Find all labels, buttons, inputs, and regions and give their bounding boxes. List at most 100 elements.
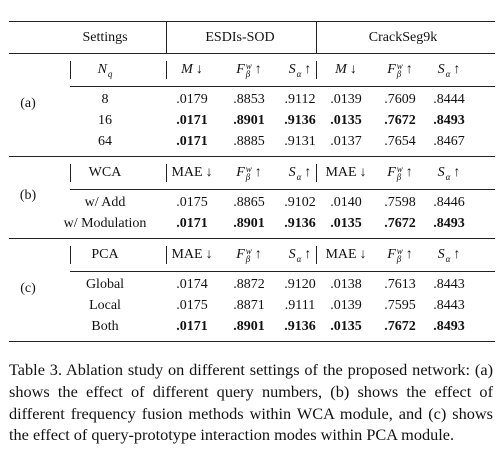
- script: α: [297, 165, 302, 181]
- symbol: MAE: [325, 165, 357, 180]
- script: α: [446, 165, 451, 181]
- symbol: M: [335, 62, 347, 77]
- rule: [9, 53, 495, 54]
- cell-value: .9136: [284, 113, 316, 128]
- symbol: F: [387, 165, 396, 181]
- arrow: ↑: [254, 165, 262, 181]
- symbol: S: [437, 62, 445, 78]
- row-setting: Local: [89, 298, 121, 313]
- cell-value: .8901: [233, 113, 265, 128]
- script: α: [297, 247, 302, 263]
- row-setting: Both: [91, 319, 119, 334]
- column-divider: [316, 164, 317, 182]
- symbol: MAE: [171, 165, 203, 180]
- metric-header: MAE ↓: [171, 247, 212, 263]
- rule: [70, 86, 495, 87]
- arrow: ↑: [405, 62, 413, 78]
- symbol: F: [387, 247, 396, 263]
- column-divider: [166, 21, 167, 53]
- subscript: q: [107, 68, 113, 79]
- column-divider: [316, 246, 317, 264]
- cell-value: .0179: [176, 92, 208, 107]
- arrow: ↓: [205, 165, 213, 180]
- cell-value: .8443: [433, 298, 465, 313]
- column-divider: [70, 61, 71, 79]
- arrow: ↑: [304, 62, 312, 78]
- cell-value: .0175: [176, 195, 208, 210]
- subscript: β: [245, 253, 251, 264]
- rule: [9, 21, 495, 23]
- script: α: [446, 62, 451, 78]
- arrow: ↓: [349, 62, 357, 77]
- metric-header: M ↓: [335, 62, 357, 78]
- subscript: β: [396, 68, 402, 79]
- subscript: α: [445, 68, 451, 79]
- rule: [9, 156, 495, 157]
- metric-header: M ↓: [181, 62, 203, 78]
- subscript: α: [296, 171, 302, 182]
- cell-value: .8865: [233, 195, 265, 210]
- cell-value: .9111: [284, 298, 316, 313]
- group-header: ESDIs-SOD: [205, 30, 275, 45]
- cell-value: .8885: [233, 134, 265, 149]
- metric-header: S α ↑: [438, 247, 461, 263]
- superscript: w: [245, 163, 252, 174]
- arrow: ↑: [405, 165, 413, 181]
- cell-value: .7609: [384, 92, 416, 107]
- cell-value: .7595: [384, 298, 416, 313]
- symbol: S: [288, 247, 296, 263]
- arrow: ↑: [453, 62, 461, 78]
- metric-header: S α ↑: [289, 165, 312, 181]
- subscript: α: [445, 171, 451, 182]
- cell-value: .0139: [330, 298, 362, 313]
- symbol: F: [387, 62, 396, 78]
- symbol: S: [437, 165, 445, 181]
- row-setting: 16: [98, 113, 112, 128]
- script: α: [297, 62, 302, 78]
- symbol: N: [97, 62, 107, 78]
- column-divider: [70, 164, 71, 182]
- superscript: w: [396, 163, 403, 174]
- cell-value: .8446: [433, 195, 465, 210]
- cell-value: .7613: [384, 277, 416, 292]
- symbol: MAE: [325, 247, 357, 262]
- column-divider: [166, 246, 167, 264]
- cell-value: .7672: [384, 216, 416, 231]
- cell-value: .0174: [176, 277, 208, 292]
- column-divider: [70, 246, 71, 264]
- symbol: PCA: [91, 247, 119, 262]
- cell-value: .0135: [330, 113, 362, 128]
- symbol: S: [288, 62, 296, 78]
- cell-value: .9102: [284, 195, 316, 210]
- arrow: ↑: [304, 247, 312, 263]
- column-divider: [166, 164, 167, 182]
- rule: [9, 238, 495, 239]
- metric-header: S α ↑: [289, 247, 312, 263]
- cell-value: .0138: [330, 277, 362, 292]
- arrow: ↑: [254, 62, 262, 78]
- subscript: β: [396, 171, 402, 182]
- section-label: (b): [19, 188, 37, 203]
- rule: [70, 271, 495, 272]
- column-divider: [166, 61, 167, 79]
- cell-value: .8871: [233, 298, 265, 313]
- cell-value: .0171: [176, 216, 208, 231]
- symbol: S: [437, 247, 445, 263]
- cell-value: .0135: [330, 319, 362, 334]
- cell-value: .9120: [284, 277, 316, 292]
- cell-value: .0140: [330, 195, 362, 210]
- cell-value: .0171: [176, 319, 208, 334]
- subscript: β: [396, 253, 402, 264]
- row-setting: Global: [85, 277, 125, 292]
- row-setting: w/ Add: [84, 195, 126, 210]
- column-header: Settings: [82, 30, 128, 45]
